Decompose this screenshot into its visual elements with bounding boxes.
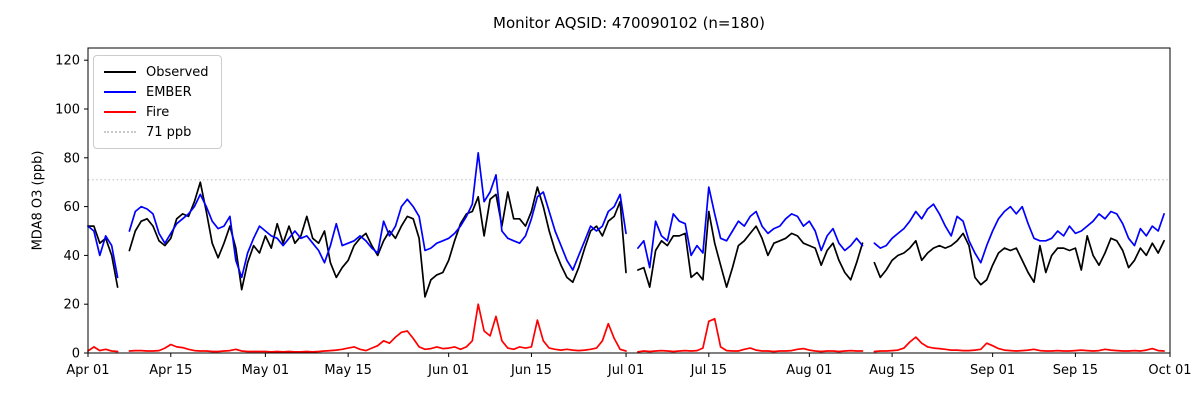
plot-border: [87, 47, 1171, 354]
x-tick-label: Apr 15: [149, 363, 192, 378]
x-tick-label: May 15: [324, 363, 372, 378]
legend-line-sample-threshold: [104, 131, 136, 133]
legend-item-fire: Fire: [104, 102, 209, 122]
y-tick-label: 100: [55, 103, 80, 118]
x-tick-label: Sep 15: [1053, 363, 1098, 378]
x-tick-label: Jun 15: [510, 363, 552, 378]
x-tick-label: Oct 01: [1148, 363, 1191, 378]
legend-label-ember: EMBER: [146, 84, 192, 100]
x-tick-label: Aug 15: [869, 363, 915, 378]
x-tick-label: Apr 01: [66, 363, 109, 378]
y-tick-label: 40: [63, 249, 80, 264]
legend-item-observed: Observed: [104, 62, 209, 82]
x-tick-label: Aug 01: [786, 363, 832, 378]
series-line-fire: [87, 303, 1165, 353]
x-tick-label: Sep 01: [970, 363, 1015, 378]
series-line-observed: [87, 181, 1165, 298]
legend: Observed EMBER Fire 71 ppb: [93, 55, 222, 149]
legend-item-threshold: 71 ppb: [104, 122, 209, 142]
y-tick-label: 0: [72, 347, 80, 362]
x-tick-label: Jun 01: [427, 363, 469, 378]
legend-item-ember: EMBER: [104, 82, 209, 102]
x-tick-label: Jul 01: [607, 363, 644, 378]
y-tick-label: 60: [63, 200, 80, 215]
legend-line-sample-ember: [104, 91, 136, 93]
series-line-ember: [87, 152, 1165, 279]
chart-title: Monitor AQSID: 470090102 (n=180): [493, 14, 765, 32]
legend-label-threshold: 71 ppb: [146, 124, 192, 140]
legend-label-fire: Fire: [146, 104, 170, 120]
legend-label-observed: Observed: [146, 64, 209, 80]
y-tick-label: 120: [55, 54, 80, 69]
legend-line-sample-observed: [104, 71, 136, 73]
y-tick-label: 20: [63, 298, 80, 313]
y-tick-label: 80: [63, 151, 80, 166]
x-tick-label: May 01: [242, 363, 290, 378]
x-tick-label: Jul 15: [690, 363, 727, 378]
legend-line-sample-fire: [104, 111, 136, 113]
